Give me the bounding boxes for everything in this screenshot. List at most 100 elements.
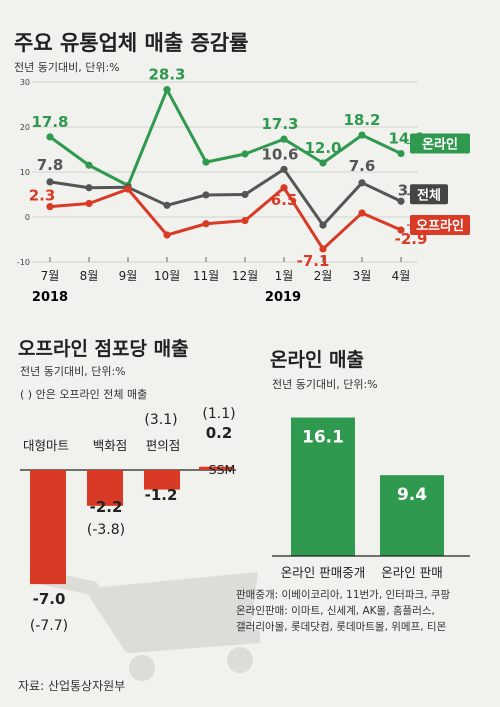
data-label: 17.3 — [261, 115, 298, 133]
x-tick-label: 9월 — [119, 269, 138, 283]
y-tick-label: 0 — [25, 213, 30, 222]
line-chart-y-axis: 30 20 10 0 -10 — [17, 78, 30, 267]
offline-chart-bars: 대형마트 백화점 편의점 SSM -7.0 (-7.7) -2.2 (-3.8) -1.2 0.2… — [20, 406, 236, 634]
offline-category-label: 편의점 — [146, 438, 181, 453]
offline-total-label: (3.1) — [144, 412, 177, 428]
data-label: 10.6 — [261, 145, 298, 163]
data-label: 28.3 — [148, 66, 185, 84]
x-tick-label: 12월 — [232, 269, 258, 283]
offline-category-label: 백화점 — [93, 438, 128, 453]
data-point — [46, 203, 54, 211]
online-bar — [380, 475, 444, 556]
online-category-label: 온라인 판매 — [381, 565, 442, 580]
data-label: 2.3 — [29, 187, 56, 205]
offline-bar — [199, 466, 233, 470]
data-point — [358, 179, 366, 187]
data-point — [280, 135, 288, 143]
legend-label: 오프라인 — [416, 218, 464, 234]
online-value-label: 16.1 — [302, 428, 344, 448]
y-tick-label: 10 — [20, 168, 30, 177]
data-label: 17.8 — [31, 113, 68, 131]
y-tick-label: 20 — [20, 123, 30, 132]
online-category-label: 온라인 판매중개 — [281, 565, 365, 580]
data-label: 7.6 — [349, 157, 376, 175]
offline-chart-title: 오프라인 점포당 매출 — [18, 338, 189, 360]
x-tick-label: 2월 — [314, 269, 333, 283]
data-point — [85, 184, 93, 192]
online-chart-bars: 16.1 온라인 판매중개 9.4 온라인 판매 — [272, 417, 470, 580]
data-point — [202, 191, 210, 199]
data-point — [397, 197, 405, 205]
data-point — [46, 178, 54, 186]
line-chart-grid — [32, 81, 418, 263]
line-chart-title: 주요 유통업체 매출 증감률 — [14, 31, 248, 55]
legend-tag — [410, 184, 448, 205]
data-point — [358, 209, 366, 217]
offline-value-label: -1.2 — [145, 486, 178, 504]
data-point — [202, 220, 210, 228]
offline-total-label: (1.1) — [202, 406, 235, 422]
x-tick-label: 8월 — [80, 269, 99, 283]
offline-total-label: (-7.7) — [30, 618, 68, 634]
line-chart-series — [49, 88, 402, 251]
data-point — [163, 86, 171, 94]
x-tick-label: 7월 — [41, 269, 60, 283]
online-chart-title: 온라인 매출 — [270, 349, 364, 371]
data-point — [85, 199, 93, 208]
offline-value-label: -7.0 — [33, 590, 66, 608]
series-line-0 — [49, 88, 402, 187]
y-tick-label: 30 — [20, 78, 30, 87]
data-point — [397, 226, 405, 234]
data-point — [280, 165, 288, 173]
offline-total-label: (-3.8) — [87, 522, 125, 538]
legend-label: 전체 — [417, 187, 441, 203]
data-point — [46, 133, 54, 141]
line-chart-points — [46, 86, 405, 253]
note-line-3: 갤러리아몰, 롯데닷컴, 롯데마트몰, 위메프, 티몬 — [236, 620, 447, 633]
data-label: -7.1 — [297, 252, 330, 270]
line-chart-data-labels: 17.828.317.312.018.214.17.810.67.63.52.3… — [29, 66, 428, 270]
note-line-2: 온라인판매: 이마트, 신세계, AK몰, 홈플러스, — [236, 604, 435, 617]
offline-category-label: 대형마트 — [23, 438, 69, 453]
data-label: 7.8 — [37, 156, 64, 174]
offline-chart-subtitle: 전년 동기대비, 단위:% — [20, 365, 126, 378]
data-point — [241, 217, 249, 225]
data-point — [241, 190, 249, 199]
series-line-1 — [49, 167, 402, 227]
data-point — [163, 231, 171, 239]
data-point — [163, 201, 171, 209]
x-tick-label: 10월 — [154, 269, 180, 283]
y-tick-label: -10 — [17, 258, 30, 267]
data-point — [358, 131, 366, 139]
offline-value-label: -2.2 — [90, 498, 123, 516]
data-point — [319, 159, 327, 167]
online-value-label: 9.4 — [397, 485, 427, 505]
offline-bar — [30, 470, 66, 585]
data-point — [280, 184, 288, 192]
x-tick-label: 1월 — [275, 269, 294, 283]
offline-chart-note: ( ) 안은 오프라인 전체 매출 — [20, 388, 147, 401]
series-line-2 — [49, 186, 402, 251]
line-chart-x-axis: 7월 8월 9월 10월 11월 12월 1월 2월 3월 4월 — [41, 257, 410, 283]
note-line-1: 판매중개: 이베이코리아, 11번가, 인터파크, 쿠팡 — [236, 589, 450, 601]
year-label-2018: 2018 — [32, 290, 68, 305]
offline-category-label: SSM — [209, 462, 236, 477]
legend-label: 온라인 — [422, 137, 458, 153]
data-label: 18.2 — [343, 111, 380, 129]
source-credit: 자료: 산업통상자원부 — [18, 679, 125, 693]
x-tick-label: 3월 — [353, 269, 372, 283]
offline-bar — [144, 470, 180, 490]
data-label: 6.5 — [271, 191, 298, 209]
data-point — [241, 150, 249, 158]
x-tick-label: 11월 — [193, 269, 219, 283]
data-point — [202, 158, 210, 166]
legend-tag — [410, 133, 470, 154]
data-label: 12.0 — [304, 139, 341, 157]
online-chart-subtitle: 전년 동기대비, 단위:% — [272, 378, 378, 391]
data-point — [319, 245, 327, 253]
year-label-2019: 2019 — [265, 290, 301, 305]
legend-tag — [410, 215, 470, 236]
